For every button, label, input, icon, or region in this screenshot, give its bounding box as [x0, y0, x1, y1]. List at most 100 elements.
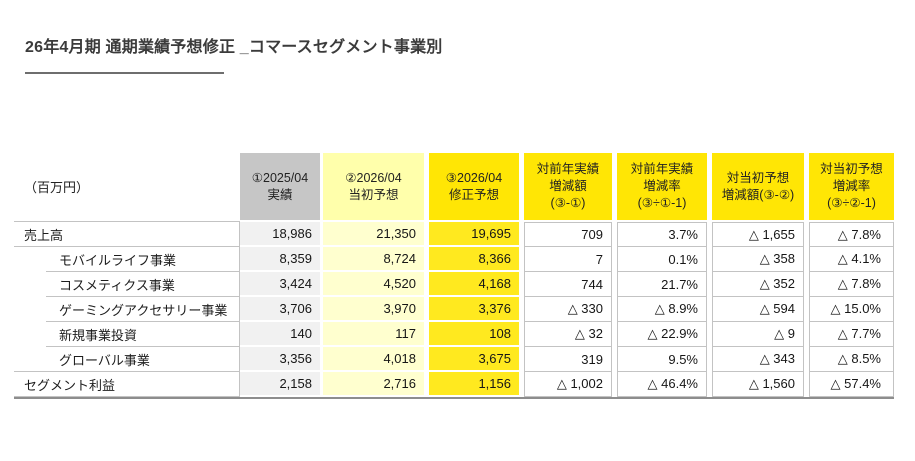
cell-fy2026-initial-forecast: 21,350	[323, 222, 424, 247]
cell-fy2026-initial-forecast: 4,520	[323, 272, 424, 297]
column-gutter	[320, 347, 323, 372]
column-gutter	[612, 222, 617, 247]
cell-yoy-change-rate: 9.5%	[617, 347, 707, 372]
column-gutter	[519, 322, 524, 347]
column-header-yoy-change-rate: 対前年実績 増減率 (③÷①-1)	[617, 153, 707, 222]
cell-vs-initial-change-rate: △ 15.0%	[809, 297, 894, 322]
cell-yoy-change-rate: 0.1%	[617, 247, 707, 272]
column-gutter	[424, 272, 429, 297]
cell-yoy-change-rate: △ 46.4%	[617, 372, 707, 397]
column-header-line: 増減額	[549, 179, 587, 193]
column-gutter	[320, 222, 323, 247]
column-header-line: (③÷②-1)	[827, 196, 876, 210]
table-row: モバイルライフ事業 8,359 8,724 8,366 7 0.1% △ 358 △ 4.1%	[14, 247, 894, 272]
column-header-fy2025-actual: ①2025/04 実績	[240, 153, 320, 222]
cell-yoy-change-amount: 744	[524, 272, 612, 297]
cell-vs-initial-change-amount: △ 343	[712, 347, 804, 372]
cell-yoy-change-rate: 3.7%	[617, 222, 707, 247]
column-header-vs-initial-change-rate: 対当初予想 増減率 (③÷②-1)	[809, 153, 894, 222]
forecast-table-area: （百万円） ①2025/04 実績 ②2026/04 当初予想 ③2026/04	[14, 153, 894, 399]
cell-vs-initial-change-amount: △ 352	[712, 272, 804, 297]
column-header-line: 対当初予想	[726, 170, 790, 185]
row-label: モバイルライフ事業	[14, 247, 240, 272]
column-gutter	[707, 222, 712, 247]
row-label: グローバル事業	[14, 347, 240, 372]
column-gutter	[424, 247, 429, 272]
cell-fy2025-actual: 140	[240, 322, 320, 347]
column-gutter	[519, 372, 524, 397]
column-header-line: 修正予想	[448, 187, 499, 202]
column-header-line: 対前年実績	[630, 162, 694, 176]
cell-fy2026-revised-forecast: 8,366	[429, 247, 519, 272]
column-header-line: 実績	[267, 187, 293, 202]
column-gutter	[612, 347, 617, 372]
column-gutter	[320, 247, 323, 272]
column-header-line: (③÷①-1)	[637, 196, 687, 210]
column-header-line: (③-①)	[550, 196, 586, 210]
cell-yoy-change-amount: 709	[524, 222, 612, 247]
column-gutter	[612, 322, 617, 347]
cell-fy2026-revised-forecast: 1,156	[429, 372, 519, 397]
column-gutter	[612, 272, 617, 297]
column-gutter	[519, 272, 524, 297]
cell-vs-initial-change-rate: △ 57.4%	[809, 372, 894, 397]
table-row: セグメント利益 2,158 2,716 1,156 △ 1,002 △ 46.4% △ 1,…	[14, 372, 894, 397]
cell-fy2026-initial-forecast: 4,018	[323, 347, 424, 372]
cell-fy2025-actual: 3,706	[240, 297, 320, 322]
cell-fy2026-initial-forecast: 3,970	[323, 297, 424, 322]
column-gutter	[804, 272, 809, 297]
column-gutter	[519, 247, 524, 272]
cell-fy2026-initial-forecast: 117	[323, 322, 424, 347]
column-gutter	[320, 322, 323, 347]
column-gutter	[804, 222, 809, 247]
table-row: 売上高 18,986 21,350 19,695 709 3.7% △ 1,655 △ 7.8…	[14, 222, 894, 247]
cell-yoy-change-amount: 319	[524, 347, 612, 372]
column-gutter	[519, 222, 524, 247]
cell-vs-initial-change-amount: △ 1,655	[712, 222, 804, 247]
column-gutter	[424, 297, 429, 322]
cell-vs-initial-change-rate: △ 8.5%	[809, 347, 894, 372]
table-row: ゲーミングアクセサリー事業 3,706 3,970 3,376 △ 330 △ 8.9% △…	[14, 297, 894, 322]
cell-vs-initial-change-amount: △ 358	[712, 247, 804, 272]
row-label: セグメント利益	[14, 372, 240, 397]
table-body: 売上高 18,986 21,350 19,695 709 3.7% △ 1,655 △ 7.8…	[14, 222, 894, 397]
cell-fy2026-initial-forecast: 2,716	[323, 372, 424, 397]
column-header-line: ③2026/04	[445, 170, 503, 185]
cell-yoy-change-amount: △ 32	[524, 322, 612, 347]
column-gutter	[804, 347, 809, 372]
column-gutter	[519, 347, 524, 372]
column-gutter	[612, 372, 617, 397]
column-gutter	[804, 372, 809, 397]
cell-fy2025-actual: 8,359	[240, 247, 320, 272]
cell-vs-initial-change-rate: △ 4.1%	[809, 247, 894, 272]
cell-yoy-change-rate: △ 22.9%	[617, 322, 707, 347]
column-header-line: 対当初予想	[820, 162, 883, 176]
column-gutter	[804, 247, 809, 272]
column-gutter	[707, 272, 712, 297]
cell-yoy-change-amount: △ 1,002	[524, 372, 612, 397]
table-row: グローバル事業 3,356 4,018 3,675 319 9.5% △ 343 △ 8.5%	[14, 347, 894, 372]
column-header-vs-initial-change-amount: 対当初予想 増減額(③-②)	[712, 153, 804, 222]
cell-yoy-change-rate: △ 8.9%	[617, 297, 707, 322]
cell-vs-initial-change-rate: △ 7.8%	[809, 222, 894, 247]
header-row: （百万円） ①2025/04 実績 ②2026/04 当初予想 ③2026/04	[14, 153, 894, 222]
cell-fy2025-actual: 2,158	[240, 372, 320, 397]
column-header-line: 対前年実績	[536, 162, 600, 176]
unit-label: （百万円）	[24, 179, 90, 195]
cell-vs-initial-change-amount: △ 594	[712, 297, 804, 322]
row-label: 新規事業投資	[14, 322, 240, 347]
column-gutter	[424, 222, 429, 247]
column-gutter	[320, 297, 323, 322]
cell-fy2026-revised-forecast: 3,675	[429, 347, 519, 372]
column-gutter	[320, 272, 323, 297]
column-gutter	[804, 322, 809, 347]
column-gutter	[424, 347, 429, 372]
column-header-line: ①2025/04	[251, 170, 309, 185]
cell-vs-initial-change-amount: △ 9	[712, 322, 804, 347]
column-header-line: 増減率	[832, 179, 871, 193]
row-label: ゲーミングアクセサリー事業	[14, 297, 240, 322]
cell-fy2025-actual: 18,986	[240, 222, 320, 247]
cell-vs-initial-change-amount: △ 1,560	[712, 372, 804, 397]
column-gutter	[612, 297, 617, 322]
